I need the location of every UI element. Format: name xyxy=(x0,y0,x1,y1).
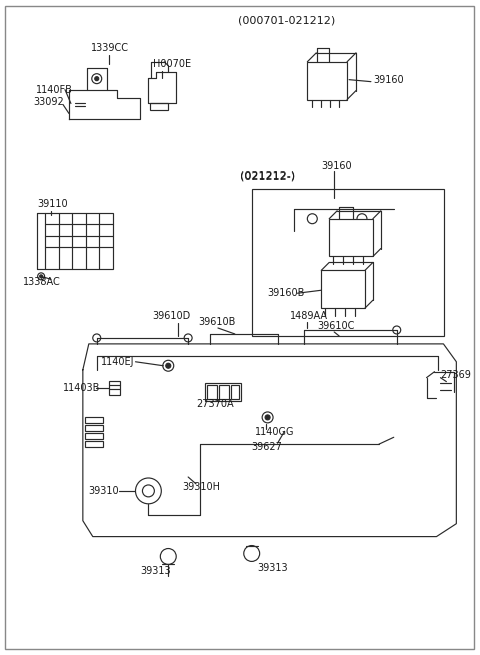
Text: 1140GG: 1140GG xyxy=(255,427,294,438)
Bar xyxy=(231,384,239,398)
Text: 1339CC: 1339CC xyxy=(91,43,129,53)
Circle shape xyxy=(95,77,99,81)
Text: H0070E: H0070E xyxy=(154,59,192,69)
Bar xyxy=(329,219,373,257)
Text: 39610B: 39610B xyxy=(198,317,236,327)
Text: (000701-021212): (000701-021212) xyxy=(238,15,335,25)
Bar xyxy=(219,384,229,398)
Text: 39160: 39160 xyxy=(373,75,404,84)
Text: 33092: 33092 xyxy=(33,96,64,107)
Bar xyxy=(207,384,217,398)
Text: 1140EJ: 1140EJ xyxy=(101,357,134,367)
Text: 39160B: 39160B xyxy=(268,288,305,298)
Circle shape xyxy=(40,275,43,278)
Text: 39627: 39627 xyxy=(252,442,283,452)
Bar xyxy=(321,271,365,308)
Text: 27369: 27369 xyxy=(441,369,471,380)
Text: 1140FB: 1140FB xyxy=(36,84,73,94)
Text: 39610C: 39610C xyxy=(317,321,355,331)
Text: 39313: 39313 xyxy=(141,567,171,576)
Text: 1489AA: 1489AA xyxy=(289,311,327,321)
Bar xyxy=(85,417,103,423)
Bar xyxy=(252,189,444,336)
Text: 11403B: 11403B xyxy=(63,383,100,392)
Bar xyxy=(85,434,103,440)
Text: 39160: 39160 xyxy=(321,161,352,171)
Circle shape xyxy=(166,364,171,368)
Bar xyxy=(150,103,168,111)
Bar xyxy=(108,381,120,394)
Text: 39110: 39110 xyxy=(37,199,68,209)
Text: (021212-): (021212-) xyxy=(240,171,295,181)
Text: 39610D: 39610D xyxy=(152,311,191,321)
Bar xyxy=(45,213,113,269)
Text: 39313: 39313 xyxy=(258,563,288,573)
Text: 39310H: 39310H xyxy=(182,482,220,492)
Circle shape xyxy=(265,415,270,420)
Bar xyxy=(205,383,241,400)
Text: 27370A: 27370A xyxy=(196,400,234,409)
Bar xyxy=(85,425,103,431)
Bar xyxy=(85,441,103,447)
Bar xyxy=(307,62,347,100)
Text: 39310: 39310 xyxy=(89,486,120,496)
Text: 1338AC: 1338AC xyxy=(23,277,61,288)
Text: (021212-): (021212-) xyxy=(240,170,295,180)
